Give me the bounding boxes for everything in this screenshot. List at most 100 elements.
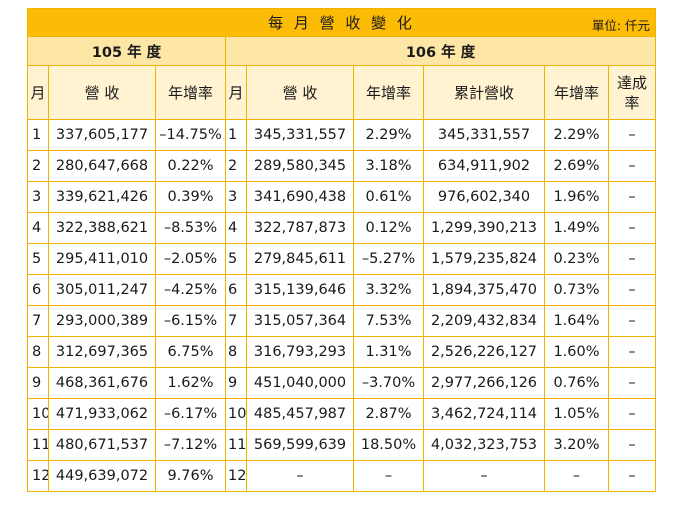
month-105-cell: 12: [27, 460, 49, 492]
table-row: 9 468,361,676 1.62% 9 451,040,000 –3.70% 2,977…: [27, 367, 657, 399]
month-105-cell: 6: [27, 274, 49, 306]
col-cumulative-growth: 年增率: [544, 65, 609, 120]
month-106-cell: 5: [225, 243, 247, 275]
month-105-cell: 9: [27, 367, 49, 399]
revenue-106-cell: –: [246, 460, 354, 492]
revenue-105-cell: 312,697,365: [48, 336, 156, 368]
growth-105-cell: 0.39%: [155, 181, 226, 213]
achievement-label-line2: 率: [624, 93, 640, 112]
revenue-106-cell: 341,690,438: [246, 181, 354, 213]
cumulative-growth-cell: 3.20%: [544, 429, 609, 461]
growth-105-cell: 0.22%: [155, 150, 226, 182]
cumulative-growth-cell: 0.23%: [544, 243, 609, 275]
growth-106-cell: 7.53%: [353, 305, 424, 337]
growth-105-cell: 6.75%: [155, 336, 226, 368]
revenue-105-cell: 280,647,668: [48, 150, 156, 182]
revenue-105-cell: 480,671,537: [48, 429, 156, 461]
cumulative-growth-cell: 0.73%: [544, 274, 609, 306]
col-month-105: 月: [27, 65, 49, 120]
table-row: 1 337,605,177 –14.75% 1 345,331,557 2.29% 345,…: [27, 119, 657, 151]
growth-106-cell: 18.50%: [353, 429, 424, 461]
cumulative-revenue-cell: –: [423, 460, 545, 492]
month-106-cell: 1: [225, 119, 247, 151]
achievement-rate-cell: –: [607, 243, 657, 275]
achievement-label-line1: 達成: [617, 73, 648, 92]
cumulative-growth-cell: 1.60%: [544, 336, 609, 368]
cumulative-growth-cell: –: [544, 460, 609, 492]
revenue-106-cell: 315,057,364: [246, 305, 354, 337]
cumulative-revenue-cell: 976,602,340: [423, 181, 545, 213]
growth-106-cell: –5.27%: [353, 243, 424, 275]
col-cumulative-revenue: 累計營收: [423, 65, 545, 120]
growth-106-cell: 3.18%: [353, 150, 424, 182]
cumulative-growth-cell: 2.29%: [544, 119, 609, 151]
cumulative-revenue-cell: 345,331,557: [423, 119, 545, 151]
table-title-cell: 每 月 營 收 變 化 單位: 仟元: [26, 8, 657, 37]
revenue-105-cell: 305,011,247: [48, 274, 156, 306]
month-106-cell: 6: [225, 274, 247, 306]
cumulative-growth-cell: 1.96%: [544, 181, 609, 213]
growth-105-cell: –4.25%: [155, 274, 226, 306]
revenue-106-cell: 485,457,987: [246, 398, 354, 430]
month-106-cell: 12: [225, 460, 247, 492]
achievement-rate-cell: –: [607, 212, 657, 244]
month-105-cell: 2: [27, 150, 49, 182]
achievement-rate-cell: –: [607, 429, 657, 461]
year-106-header: 106 年 度: [224, 36, 657, 66]
col-growth-105: 年增率: [155, 65, 226, 120]
revenue-105-cell: 322,388,621: [48, 212, 156, 244]
achievement-rate-cell: –: [607, 150, 657, 182]
year-row: 105 年 度 106 年 度: [27, 36, 657, 66]
growth-106-cell: –3.70%: [353, 367, 424, 399]
achievement-rate-cell: –: [607, 181, 657, 213]
cumulative-growth-cell: 0.76%: [544, 367, 609, 399]
month-105-cell: 10: [27, 398, 49, 430]
title-row: 每 月 營 收 變 化 單位: 仟元: [26, 8, 657, 37]
month-106-cell: 7: [225, 305, 247, 337]
table-row: 10471,933,062–6.17%10485,457,9872.87%3,4…: [27, 398, 657, 430]
revenue-106-cell: 322,787,873: [246, 212, 354, 244]
cumulative-revenue-cell: 1,894,375,470: [423, 274, 545, 306]
growth-106-cell: 2.87%: [353, 398, 424, 430]
table-title: 每 月 營 收 變 化: [268, 14, 415, 32]
revenue-106-cell: 315,139,646: [246, 274, 354, 306]
cumulative-revenue-cell: 2,209,432,834: [423, 305, 545, 337]
growth-105-cell: –6.15%: [155, 305, 226, 337]
revenue-105-cell: 449,639,072: [48, 460, 156, 492]
revenue-105-cell: 337,605,177: [48, 119, 156, 151]
col-revenue-106: 營 收: [246, 65, 354, 120]
achievement-rate-cell: –: [607, 119, 657, 151]
month-106-cell: 9: [225, 367, 247, 399]
revenue-105-cell: 468,361,676: [48, 367, 156, 399]
col-month-106: 月: [225, 65, 247, 120]
month-106-cell: 2: [225, 150, 247, 182]
cumulative-revenue-cell: 2,977,266,126: [423, 367, 545, 399]
revenue-106-cell: 451,040,000: [246, 367, 354, 399]
table-row: 11480,671,537–7.12%11569,599,63918.50%4,…: [27, 429, 657, 461]
month-105-cell: 4: [27, 212, 49, 244]
revenue-106-cell: 569,599,639: [246, 429, 354, 461]
cumulative-growth-cell: 1.64%: [544, 305, 609, 337]
month-106-cell: 4: [225, 212, 247, 244]
growth-105-cell: –7.12%: [155, 429, 226, 461]
achievement-rate-cell: –: [607, 336, 657, 368]
table-row: 8 312,697,365 6.75% 8 316,793,293 1.31% 2,526,…: [27, 336, 657, 368]
achievement-rate-cell: –: [607, 305, 657, 337]
revenue-106-cell: 289,580,345: [246, 150, 354, 182]
table-row: 7 293,000,389 –6.15% 7 315,057,364 7.53% 2,209…: [27, 305, 657, 337]
month-106-cell: 3: [225, 181, 247, 213]
month-105-cell: 3: [27, 181, 49, 213]
table-row: 5 295,411,010 –2.05% 5 279,845,611 –5.27% 1,57…: [27, 243, 657, 275]
growth-106-cell: 2.29%: [353, 119, 424, 151]
growth-105-cell: 1.62%: [155, 367, 226, 399]
month-105-cell: 5: [27, 243, 49, 275]
cumulative-growth-cell: 1.49%: [544, 212, 609, 244]
growth-106-cell: 3.32%: [353, 274, 424, 306]
revenue-106-cell: 316,793,293: [246, 336, 354, 368]
growth-106-cell: 0.12%: [353, 212, 424, 244]
table-row: 3 339,621,426 0.39% 3 341,690,438 0.61% 976,60…: [27, 181, 657, 213]
month-105-cell: 11: [27, 429, 49, 461]
month-106-cell: 10: [225, 398, 247, 430]
table-row: 4 322,388,621 –8.53% 4 322,787,873 0.12% 1,299…: [27, 212, 657, 244]
